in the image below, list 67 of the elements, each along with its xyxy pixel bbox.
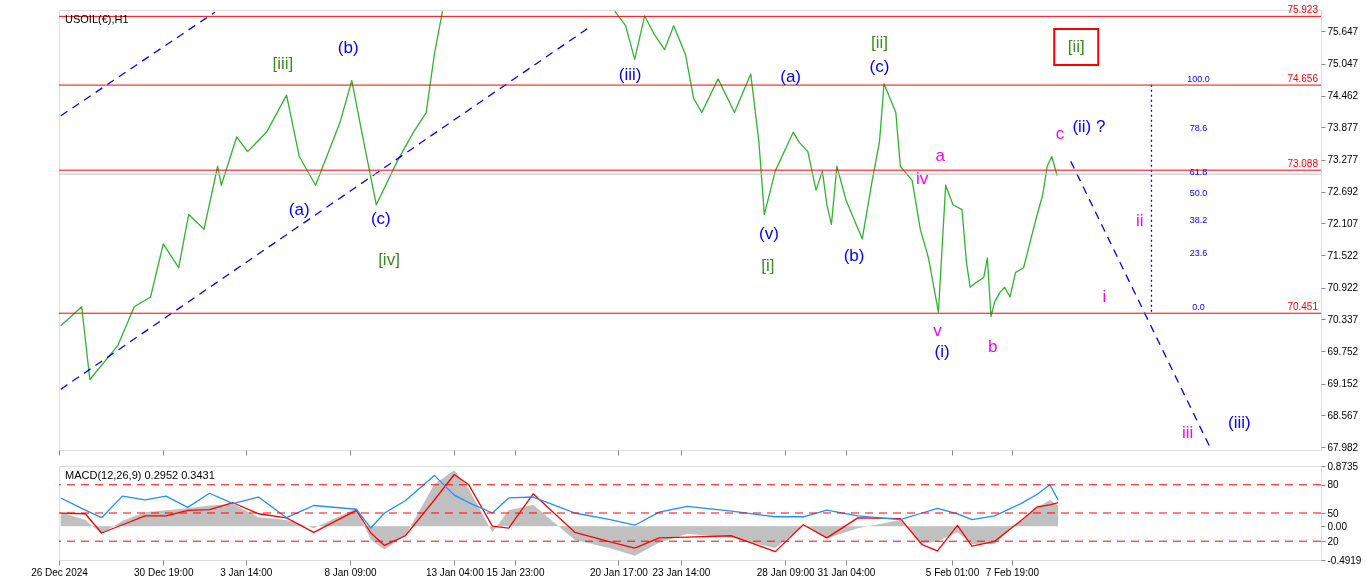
annotation: [ii] bbox=[870, 33, 888, 53]
annotation: [iv] bbox=[378, 250, 400, 270]
ref-line-label: 73.088 bbox=[1287, 158, 1319, 170]
annotation: 38.2 bbox=[1189, 214, 1208, 225]
annotation: (i) bbox=[934, 342, 950, 362]
y-tick-label: 72.692 bbox=[1327, 186, 1359, 198]
x-tick-label: 30 Dec 19:00 bbox=[134, 566, 194, 578]
x-tick-label: 23 Jan 14:00 bbox=[652, 566, 711, 578]
y-tick-label: 69.152 bbox=[1327, 378, 1359, 390]
x-tick-label: 31 Jan 04:00 bbox=[817, 566, 876, 578]
annotation: 0.0 bbox=[1192, 302, 1205, 313]
y-tick-label: 67.982 bbox=[1327, 441, 1359, 453]
y-tick-label: 0.00 bbox=[1327, 520, 1348, 532]
y-tick-label: 68.567 bbox=[1327, 409, 1359, 421]
y-tick-label: 70.337 bbox=[1327, 313, 1359, 325]
annotation: 23.6 bbox=[1189, 248, 1208, 259]
annotation: c bbox=[1055, 124, 1065, 144]
x-tick-label: 8 Jan 09:00 bbox=[324, 566, 378, 578]
y-tick-label: 71.522 bbox=[1327, 249, 1359, 261]
annotation: [ii] bbox=[1067, 36, 1085, 56]
y-tick-label: 73.877 bbox=[1327, 121, 1359, 133]
annotation: v bbox=[933, 320, 943, 340]
ref-line-label: 75.923 bbox=[1287, 4, 1319, 16]
annotation: (b) bbox=[843, 246, 865, 266]
y-tick-label: -0.4919 bbox=[1327, 554, 1362, 566]
y2-tick-label: 50 bbox=[1327, 507, 1340, 519]
annotation: (iii) bbox=[618, 65, 642, 85]
chart-title: MACD(12,26,9) 0.2952 0.3431 bbox=[65, 469, 215, 481]
annotation: (c) bbox=[869, 56, 890, 76]
x-tick-label: 26 Dec 2024 bbox=[31, 566, 89, 578]
annotation: iv bbox=[915, 168, 929, 188]
y-tick-label: 74.462 bbox=[1327, 90, 1359, 102]
y-tick-label: 73.277 bbox=[1327, 154, 1359, 166]
annotation: b bbox=[988, 337, 998, 357]
x-tick-label: 13 Jan 04:00 bbox=[425, 566, 485, 578]
annotation: (a) bbox=[288, 199, 310, 219]
y2-tick-label: 20 bbox=[1327, 535, 1340, 547]
y-tick-label: 75.647 bbox=[1327, 25, 1359, 37]
x-tick-label: 5 Feb 01:00 bbox=[925, 566, 980, 578]
y-tick-label: 0.8735 bbox=[1327, 460, 1359, 472]
annotation: [i] bbox=[761, 256, 775, 276]
annotation: a bbox=[935, 146, 946, 166]
annotation: (iii) bbox=[1228, 412, 1251, 432]
y-tick-label: 69.752 bbox=[1327, 345, 1359, 357]
x-tick-label: 3 Jan 14:00 bbox=[220, 566, 273, 578]
annotation: ii bbox=[1135, 210, 1144, 230]
annotation: iii bbox=[1182, 422, 1194, 442]
x-tick-label: 28 Jan 09:00 bbox=[756, 566, 816, 578]
annotation: (a) bbox=[780, 67, 802, 87]
x-tick-label: 20 Jan 17:00 bbox=[589, 566, 649, 578]
x-tick-label: 15 Jan 23:00 bbox=[486, 566, 545, 578]
y-tick-label: 70.922 bbox=[1327, 282, 1359, 294]
annotation: i bbox=[1102, 287, 1107, 306]
ref-line-label: 74.656 bbox=[1287, 73, 1319, 85]
y-tick-label: 75.047 bbox=[1327, 58, 1359, 70]
annotation: (c) bbox=[370, 209, 391, 229]
annotation: (v) bbox=[758, 224, 779, 244]
annotation: 100.0 bbox=[1187, 73, 1210, 84]
y-tick-label: 72.107 bbox=[1327, 217, 1359, 229]
ref-line-label: 70.451 bbox=[1287, 301, 1319, 313]
x-tick-label: 7 Feb 19:00 bbox=[985, 566, 1040, 578]
annotation: (ii) ? bbox=[1072, 117, 1106, 137]
y2-tick-label: 80 bbox=[1327, 479, 1340, 491]
annotation: 50.0 bbox=[1189, 188, 1208, 199]
annotation: (b) bbox=[337, 37, 359, 57]
annotation: 78.6 bbox=[1189, 122, 1208, 133]
annotation: [iii] bbox=[272, 54, 294, 74]
